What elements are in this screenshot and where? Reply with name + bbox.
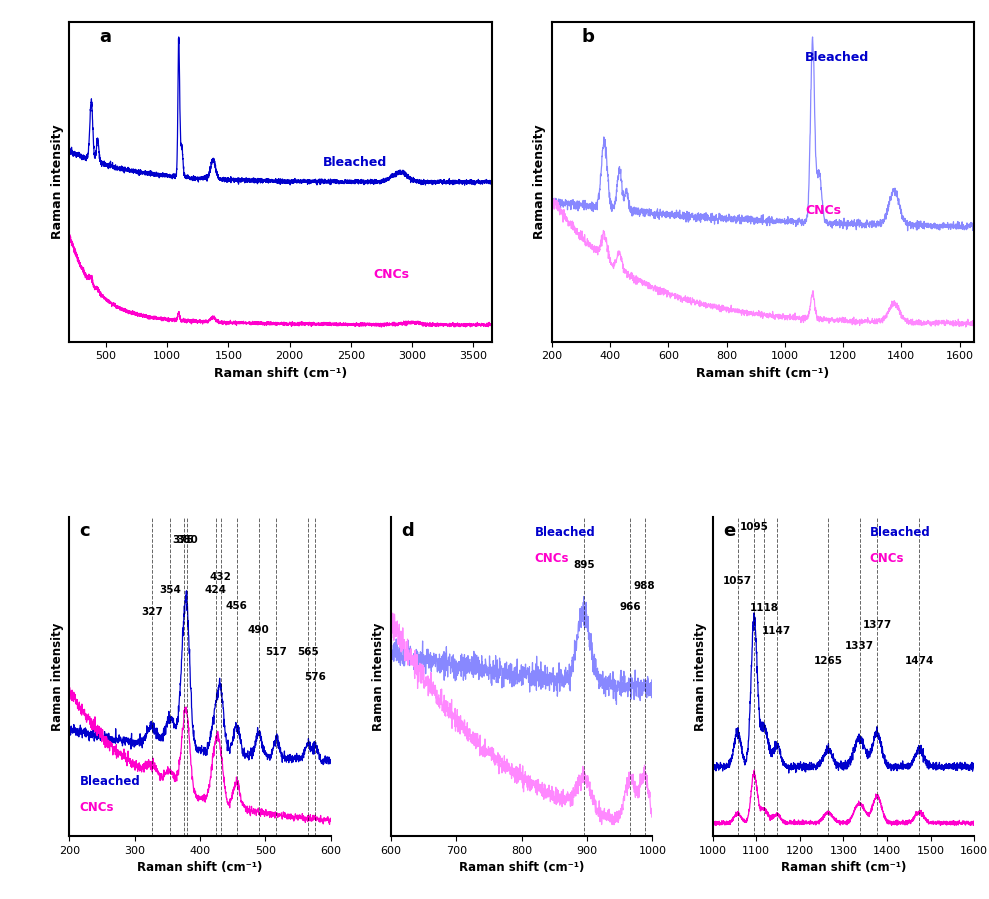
Text: 895: 895: [573, 560, 594, 570]
Text: Bleached: Bleached: [80, 775, 140, 788]
Text: CNCs: CNCs: [805, 204, 842, 217]
Text: d: d: [402, 522, 414, 540]
Text: 327: 327: [141, 607, 163, 617]
X-axis label: Raman shift (cm⁻¹): Raman shift (cm⁻¹): [137, 861, 263, 875]
Text: CNCs: CNCs: [373, 268, 409, 280]
Y-axis label: Raman intensity: Raman intensity: [50, 125, 63, 239]
Text: Bleached: Bleached: [869, 526, 931, 539]
Text: 1377: 1377: [862, 620, 892, 630]
Text: c: c: [80, 522, 90, 540]
Text: Bleached: Bleached: [805, 50, 869, 64]
Y-axis label: Raman intensity: Raman intensity: [373, 622, 386, 731]
Text: 1057: 1057: [723, 575, 753, 585]
Y-axis label: Raman intensity: Raman intensity: [533, 125, 546, 239]
Text: a: a: [99, 28, 111, 46]
X-axis label: Raman shift (cm⁻¹): Raman shift (cm⁻¹): [214, 367, 347, 379]
Text: 424: 424: [205, 585, 226, 595]
Text: CNCs: CNCs: [535, 552, 570, 565]
Text: 576: 576: [304, 672, 326, 682]
Text: 1118: 1118: [750, 602, 778, 612]
Text: 375: 375: [173, 535, 195, 545]
Text: 1265: 1265: [814, 656, 843, 666]
Text: 565: 565: [297, 647, 318, 657]
X-axis label: Raman shift (cm⁻¹): Raman shift (cm⁻¹): [696, 367, 830, 379]
Text: 1337: 1337: [845, 641, 874, 652]
Text: Bleached: Bleached: [535, 526, 595, 539]
Text: 1474: 1474: [905, 656, 934, 666]
Y-axis label: Raman intensity: Raman intensity: [50, 622, 63, 731]
Text: b: b: [582, 28, 594, 46]
Text: CNCs: CNCs: [80, 800, 114, 814]
Text: 432: 432: [210, 573, 231, 583]
Y-axis label: Raman intensity: Raman intensity: [694, 622, 707, 731]
Text: 966: 966: [619, 601, 641, 611]
Text: 988: 988: [634, 581, 656, 591]
Text: 354: 354: [159, 585, 181, 595]
Text: 517: 517: [265, 647, 288, 657]
X-axis label: Raman shift (cm⁻¹): Raman shift (cm⁻¹): [459, 861, 584, 875]
Text: CNCs: CNCs: [869, 552, 904, 565]
Text: 1095: 1095: [740, 522, 768, 532]
Text: 490: 490: [248, 626, 270, 636]
Text: 456: 456: [225, 601, 247, 610]
X-axis label: Raman shift (cm⁻¹): Raman shift (cm⁻¹): [780, 861, 906, 875]
Text: 380: 380: [176, 535, 198, 545]
Text: Bleached: Bleached: [322, 156, 387, 169]
Text: 1147: 1147: [763, 627, 791, 636]
Text: e: e: [723, 522, 736, 540]
